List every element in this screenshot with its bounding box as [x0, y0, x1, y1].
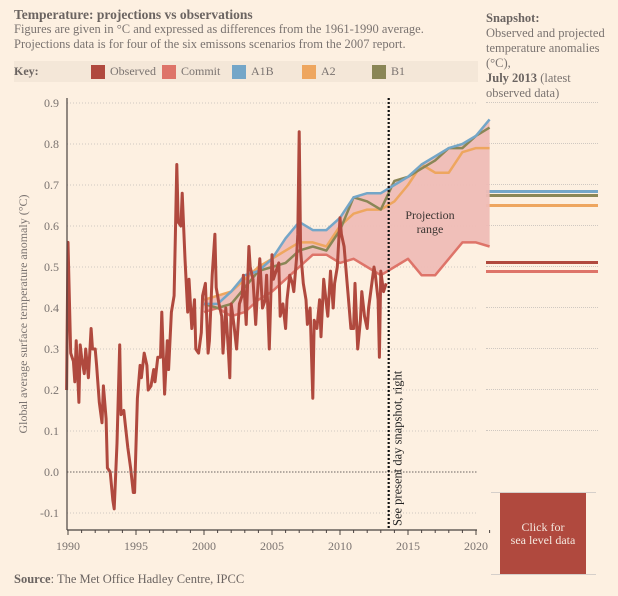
snapshot-panel: Snapshot: Observed and projected tempera…	[486, 11, 611, 101]
snapshot-gridline	[486, 225, 598, 226]
observed-line	[65, 130, 388, 511]
legend-text-a2: A2	[321, 64, 336, 78]
y-tick-label: -0.1	[40, 506, 59, 520]
legend-swatch-b1	[372, 64, 386, 79]
source-note: Source: The Met Office Hadley Centre, IP…	[14, 572, 244, 587]
snapshot-gridline	[486, 184, 598, 185]
projection-range-label-line1: Projection	[405, 208, 454, 222]
x-tick-label: 2010	[328, 539, 352, 553]
snapshot-gridline	[486, 102, 598, 103]
sea-level-rule-bottom	[491, 574, 596, 575]
snapshot-line-commit	[486, 269, 598, 273]
snapshot-gridline	[486, 143, 598, 144]
chart-subtitle: Figures are given in °C and expressed as…	[14, 22, 424, 51]
legend-swatch-a2	[302, 64, 316, 79]
snapshot-gridline	[486, 389, 598, 390]
sea-level-rule-top	[491, 492, 596, 493]
legend-text-b1: B1	[391, 64, 406, 78]
x-tick-label: 2000	[192, 539, 216, 553]
y-tick-label: 0.7	[44, 178, 59, 192]
x-tick-label: 2015	[396, 539, 420, 553]
y-tick-label: 0.0	[44, 465, 59, 479]
projection-line-commit	[203, 241, 490, 318]
sea-level-button-line2: sea level data	[510, 532, 576, 547]
snapshot-heading: Snapshot:	[486, 11, 540, 25]
legend-item-commit: Commit	[162, 64, 220, 79]
legend-text-commit: Commit	[181, 64, 221, 78]
snapshot-line-a1b	[486, 189, 598, 193]
x-tick-label: 2005	[260, 539, 284, 553]
y-tick-label: 0.6	[44, 219, 59, 233]
snapshot-gridline	[486, 307, 598, 308]
present-day-annotation: See present day snapshot, right	[391, 370, 405, 526]
y-tick-label: 0.3	[44, 342, 59, 356]
source-text: : The Met Office Hadley Centre, IPCC	[50, 572, 245, 586]
legend-text-observed: Observed	[110, 64, 156, 78]
x-tick-label: 2020	[464, 539, 488, 553]
legend: Key: Observed Commit A1B A2 B1	[14, 61, 478, 82]
y-tick-label: 0.1	[44, 424, 59, 438]
legend-item-b1: B1	[372, 64, 405, 79]
legend-text-a1b: A1B	[251, 64, 274, 78]
snapshot-gridline	[486, 266, 598, 267]
legend-label: Key:	[14, 64, 39, 78]
projection-range-label-line2: range	[417, 222, 444, 236]
snapshot-description: Observed and projected temperature anoma…	[486, 26, 605, 70]
sea-level-button-line1: Click for	[521, 519, 565, 534]
snapshot-gridline	[486, 348, 598, 349]
sea-level-data-button[interactable]: Click for sea level data	[500, 493, 586, 574]
legend-item-a1b: A1B	[232, 64, 274, 79]
y-axis-label: Global average surface temperature anoma…	[16, 194, 30, 433]
snapshot-date-note: (latest observed data)	[486, 71, 571, 100]
snapshot-line-b1	[486, 193, 598, 197]
y-tick-labels: -0.1 0.0 0.1 0.2 0.3 0.4 0.5 0.6 0.7 0.8 0.9	[40, 96, 59, 520]
x-tick-label: 1995	[124, 539, 148, 553]
snapshot-line-a2	[486, 204, 598, 207]
y-tick-label: 0.8	[44, 137, 59, 151]
y-tick-label: 0.5	[44, 260, 59, 274]
legend-swatch-commit	[162, 64, 176, 79]
snapshot-gridline	[486, 430, 598, 431]
legend-swatch-a1b	[232, 64, 246, 79]
legend-item-observed: Observed	[91, 64, 156, 79]
snapshot-line-observed	[486, 261, 598, 265]
snapshot-date: July 2013	[486, 71, 538, 85]
x-ticks: 1990 1995 2000 2005 2010 2015 2020	[56, 530, 491, 553]
y-tick-label: 0.2	[44, 383, 59, 397]
y-tick-label: 0.4	[44, 301, 59, 315]
x-tick-label: 1990	[56, 539, 80, 553]
legend-swatch-observed	[91, 64, 105, 79]
source-label: Source	[14, 572, 51, 586]
y-tick-label: 0.9	[44, 96, 59, 110]
chart-title: Temperature: projections vs observations	[14, 7, 253, 22]
legend-item-a2: A2	[302, 64, 336, 79]
